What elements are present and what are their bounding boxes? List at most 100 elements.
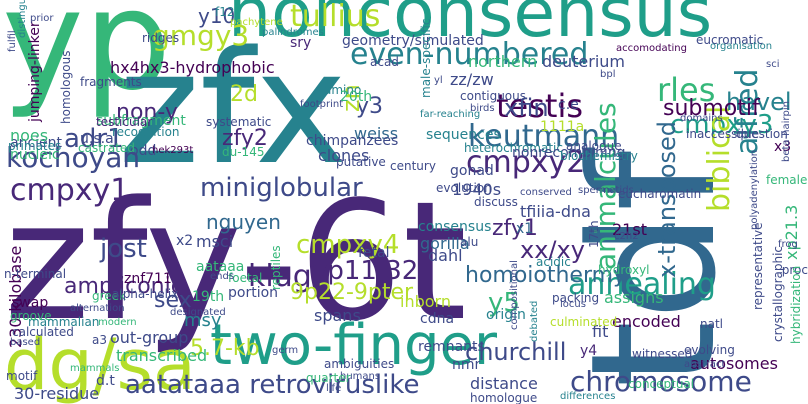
word-bpl: bpl bbox=[600, 69, 616, 80]
word-northern: northern bbox=[468, 52, 538, 71]
word-sci: sci bbox=[766, 59, 780, 70]
word-frog: frog bbox=[778, 239, 798, 250]
word-cmpxy4: cmpxy4 bbox=[296, 230, 400, 260]
word-footprint: footprint bbox=[300, 99, 344, 110]
word-contiguous: contiguous bbox=[460, 89, 527, 103]
word-alpha-helix: alpha-helix bbox=[112, 287, 179, 301]
word-calculated: calculated bbox=[12, 325, 74, 339]
word-ends: ends bbox=[210, 271, 235, 282]
word-adr1: adr1 bbox=[64, 124, 124, 154]
word-19th: 19th bbox=[192, 289, 225, 305]
word-ridges: ridges bbox=[142, 31, 180, 45]
word-nmr: nmr bbox=[452, 357, 481, 373]
word-autosomes: autosomes bbox=[690, 354, 778, 373]
word-hydroxyl: hydroxyl bbox=[598, 263, 650, 277]
word-chromosome: chromosome bbox=[570, 365, 752, 398]
word-beta-hairpin: beta-hairpin bbox=[781, 101, 792, 162]
word-zz-zw: zz/zw bbox=[450, 70, 494, 89]
word-subfragment: subfragment bbox=[96, 113, 186, 129]
word-castrated: castrated bbox=[78, 141, 135, 155]
word-jost: jost bbox=[100, 234, 147, 264]
word-cmpxy2: cmpxy2 bbox=[466, 145, 586, 180]
word-palindromes: palindromes bbox=[262, 27, 324, 38]
word-modern: modern bbox=[98, 317, 137, 328]
word-cmpxy3: cmpxy3 bbox=[670, 110, 774, 140]
word-distance: distance bbox=[470, 374, 538, 393]
word-fit: fit bbox=[592, 322, 609, 341]
word-msy: msy bbox=[184, 310, 222, 331]
word-compositional: compositional bbox=[509, 260, 520, 330]
word-alternation: alternation bbox=[70, 303, 125, 314]
word-chimpanzees: chimpanzees bbox=[306, 133, 399, 149]
word-tfiiia-dna: tfiiia-dna bbox=[520, 202, 591, 221]
word-pachytene: pachytene bbox=[230, 17, 283, 28]
word-hybridization: hybridization bbox=[789, 265, 803, 344]
word-c2h2: c2h2 bbox=[614, 231, 639, 242]
word-recognition: recognition bbox=[112, 125, 180, 139]
word-klug: klug bbox=[248, 259, 312, 294]
word-birds: birds bbox=[470, 103, 495, 114]
word-cmpxy1: cmpxy1 bbox=[10, 173, 130, 208]
word-msci: msci bbox=[196, 232, 234, 251]
word-conserved: conserved bbox=[520, 187, 572, 198]
word-consensus: consensus bbox=[418, 219, 492, 235]
word-origin: origin bbox=[486, 307, 526, 323]
word-ancient: ancient bbox=[10, 135, 63, 151]
word-zfx: zfx bbox=[118, 17, 348, 199]
word-d-t: d.t bbox=[96, 373, 115, 389]
word-sequences: sequences bbox=[426, 127, 501, 143]
word-cdna: cdna bbox=[420, 311, 455, 327]
word-spermatids: spermatids bbox=[578, 185, 634, 196]
word-kochoyan: kochoyan bbox=[6, 141, 141, 174]
word-a3: a3 bbox=[92, 333, 107, 347]
word-keutmann: keutmann bbox=[468, 119, 620, 154]
word-polyadenylation: polyadenylation bbox=[749, 149, 760, 230]
word-9p22-9pter: 9p22-9pter bbox=[290, 280, 414, 305]
word-accomodating: accomodating bbox=[616, 43, 687, 54]
word-xp21-3: xp21.3 bbox=[782, 204, 801, 260]
word-fetal: fetal bbox=[358, 245, 390, 261]
word-inaccessible: inaccessible bbox=[686, 127, 760, 141]
word-natl: natl bbox=[700, 317, 723, 331]
word-acidic: acidic bbox=[536, 255, 571, 269]
word-mammals: mammals bbox=[70, 363, 120, 374]
word-acad: acad bbox=[370, 55, 399, 69]
word-mammalian: mammalian bbox=[28, 315, 100, 329]
word-testicular: testicular bbox=[96, 115, 153, 129]
word-out-group: out-group bbox=[110, 328, 189, 347]
word-dg-sa: dg/sa bbox=[4, 324, 196, 404]
word-miniglobular: miniglobular bbox=[200, 173, 363, 203]
word-ambiguities: ambiguities bbox=[324, 357, 395, 371]
word-homologue: homologue bbox=[470, 391, 538, 404]
word-y5: y5 bbox=[488, 288, 520, 318]
word-c-e: c.e bbox=[558, 97, 579, 113]
word-systematic: systematic bbox=[206, 115, 272, 129]
word-hx4hx3-hydrophobic: hx4hx3-hydrophobic bbox=[110, 58, 275, 77]
word-gmgy3: gmgy3 bbox=[152, 19, 250, 52]
word-noes: noes bbox=[10, 126, 49, 145]
word-30-residue: 30-residue bbox=[14, 384, 100, 403]
word-submotif: submotif bbox=[663, 96, 760, 121]
word-yp11-32: yp11.32 bbox=[312, 256, 419, 286]
word-designated: designated bbox=[170, 307, 226, 318]
word-1940s: 1940s bbox=[452, 180, 502, 199]
word-xfin: xfin bbox=[504, 94, 549, 122]
word-nonconsensus: nonconsensus bbox=[228, 0, 713, 53]
word-eucharomatin: eucharomatin bbox=[618, 187, 702, 201]
word-assigns: assigns bbox=[604, 288, 664, 307]
word-male-specific: male-specific bbox=[419, 18, 433, 98]
word-even-numbered: even-numbered bbox=[350, 37, 589, 72]
word-zfy1: zfy1 bbox=[492, 216, 538, 241]
word-x3: x3 bbox=[774, 139, 792, 155]
word-locus: locus bbox=[560, 299, 586, 310]
word-century: century bbox=[390, 159, 436, 173]
word-f12: f12 bbox=[215, 5, 235, 19]
word-zfy-6t: zfy-6t bbox=[4, 166, 467, 357]
word-sex: sex bbox=[154, 288, 192, 313]
word-analogue: analogue bbox=[566, 139, 622, 153]
word-2d: 2d bbox=[230, 82, 258, 107]
word-organisation: organisation bbox=[710, 41, 773, 52]
word-homoiothermy: homoiothermy bbox=[465, 263, 627, 288]
word-weiss: weiss bbox=[354, 124, 399, 143]
word-culminated: culminated bbox=[550, 315, 618, 329]
